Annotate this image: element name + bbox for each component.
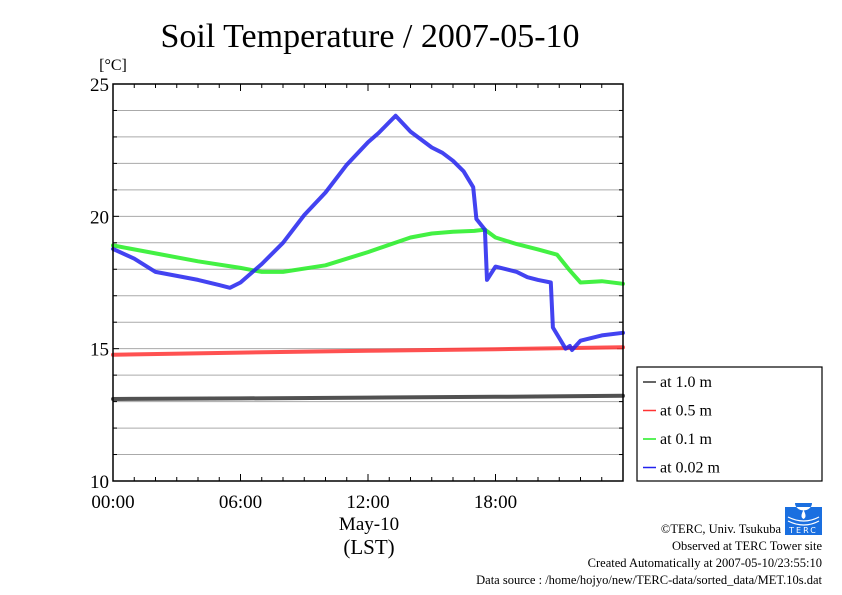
- tick-labels: 10 15 20 25 00:00 06:00 12:00 18:00: [90, 75, 517, 513]
- svg-text:TERC: TERC: [788, 526, 818, 535]
- series-line-at-0-02-m: [111, 113, 625, 352]
- grid-lines: [113, 109, 623, 456]
- y-tick-label: 20: [90, 207, 109, 228]
- series-group: [111, 113, 625, 401]
- legend-box: [636, 366, 823, 482]
- series-line-at-1-0-m: [111, 393, 625, 401]
- y-tick-label: 10: [90, 472, 109, 493]
- legend-label: at 0.5 m: [660, 403, 713, 420]
- legend: at 1.0 m at 0.5 m at 0.1 m at 0.02 m: [636, 366, 823, 482]
- footer-source: Data source : /home/hojyo/new/TERC-data/…: [476, 573, 822, 587]
- footer-observed: Observed at TERC Tower site: [672, 539, 822, 553]
- legend-label: at 0.02 m: [660, 460, 721, 477]
- plot-frame: [112, 83, 624, 482]
- x-tick-label: 06:00: [219, 492, 262, 513]
- legend-label: at 0.1 m: [660, 431, 713, 448]
- y-tick-label: 25: [90, 75, 109, 96]
- y-axis-label: [°C]: [99, 57, 127, 74]
- x-tick-label: 00:00: [91, 492, 134, 513]
- terc-logo: TERC: [785, 503, 822, 535]
- legend-label: at 1.0 m: [660, 374, 713, 391]
- y-tick-label: 15: [90, 340, 109, 361]
- x-axis-date-label: May-10: [339, 514, 399, 535]
- x-tick-label: 18:00: [474, 492, 517, 513]
- series-line-at-0-1-m: [111, 227, 625, 286]
- footer-created: Created Automatically at 2007-05-10/23:5…: [588, 556, 822, 570]
- x-axis-tz-label: (LST): [343, 535, 394, 559]
- chart-title: Soil Temperature / 2007-05-10: [160, 18, 579, 55]
- footer-copyright: ©TERC, Univ. Tsukuba: [661, 522, 782, 536]
- series-line-at-0-5-m: [111, 345, 625, 357]
- x-tick-label: 12:00: [346, 492, 389, 513]
